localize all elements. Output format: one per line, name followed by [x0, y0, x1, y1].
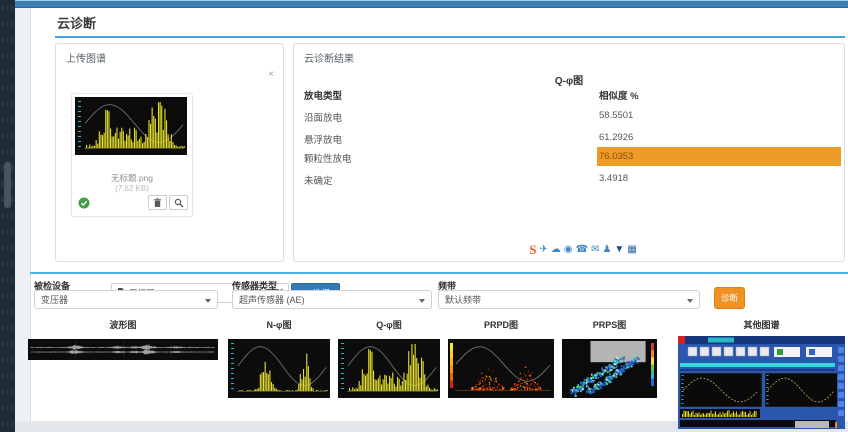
chevron-down-icon: [205, 299, 211, 303]
upload-panel: 上传图谱 × 无标题.png (7.62 KB) 无标题.png 移除 选: [55, 43, 340, 303]
footer-strip: [15, 421, 848, 432]
result-chart-title: Q-φ图: [554, 76, 584, 87]
nphi-thumbnail[interactable]: [228, 339, 330, 398]
other-thumb-label: 其他图谱: [743, 320, 780, 330]
share-service-icon[interactable]: S: [529, 242, 537, 257]
sensor-type-label: 传感器类型: [232, 281, 278, 291]
close-icon[interactable]: ×: [268, 69, 274, 80]
diagnose-button[interactable]: 诊断: [714, 287, 745, 309]
uploaded-spectrum-preview: [75, 97, 187, 155]
result-table-row: 悬浮放电 61.2926: [304, 132, 634, 146]
uploaded-file-card[interactable]: 无标题.png (7.62 KB): [71, 93, 193, 217]
diagnosis-result-panel: 云诊断结果 Q-φ图 放电类型 相似度 % 沿面放电 58.5501 悬浮放电 …: [293, 43, 845, 262]
sensor-type-select[interactable]: 超声传感器 (AE): [232, 290, 432, 309]
share-bar: S ✈ ☁ ◉ ☎ ✉ ♟ ▼ ▦: [529, 243, 637, 256]
qphi-thumbnail[interactable]: [338, 339, 440, 398]
waveform-thumb-label: 波形图: [109, 320, 137, 330]
zoom-file-button[interactable]: [169, 195, 188, 210]
upload-success-check-icon: [78, 197, 90, 209]
device-select[interactable]: 变压器: [34, 290, 218, 309]
uploaded-file-size: (7.62 KB): [115, 184, 149, 193]
sidebar-scrollbar-thumb[interactable]: [4, 162, 11, 208]
weibo-share-icon[interactable]: ☁: [550, 244, 561, 255]
result-panel-title: 云诊断结果: [304, 54, 354, 65]
prps-thumbnail[interactable]: [562, 339, 657, 398]
top-accent-bar: [0, 0, 848, 8]
qzone-share-icon[interactable]: ◉: [563, 244, 573, 255]
title-underline: [55, 36, 845, 38]
wechat-share-icon[interactable]: ✈: [539, 244, 548, 255]
result-table-header: 放电类型 相似度 %: [304, 91, 639, 102]
chevron-down-icon: [419, 299, 425, 303]
filter-share-icon[interactable]: ▼: [614, 244, 625, 255]
nphi-thumb-label: N-φ图: [266, 320, 292, 330]
other-spectra-thumbnail[interactable]: [678, 336, 845, 429]
chevron-down-icon: [687, 299, 693, 303]
qphi-thumb-label: Q-φ图: [376, 320, 402, 330]
people-share-icon[interactable]: ♟: [602, 244, 612, 255]
trash-icon: [153, 197, 162, 207]
uploaded-file-name: 无标题.png: [110, 173, 154, 183]
mail-share-icon[interactable]: ✉: [591, 244, 600, 255]
result-table-row: 未确定 3.4918: [304, 173, 629, 187]
stats-share-icon[interactable]: ▦: [627, 244, 637, 255]
device-label: 被检设备: [34, 281, 71, 291]
page-title: 云诊断: [57, 16, 97, 31]
band-select[interactable]: 默认频带: [438, 290, 700, 309]
section-divider: [30, 272, 848, 274]
prpd-thumb-label: PRPD图: [483, 320, 518, 330]
upload-panel-title: 上传图谱: [66, 54, 106, 65]
band-label: 频带: [438, 281, 457, 291]
collapsed-sidebar: [0, 0, 15, 432]
waveform-thumbnail[interactable]: [28, 339, 218, 360]
result-table-row: 沿面放电 58.5501: [304, 110, 634, 124]
magnifier-icon: [174, 198, 183, 207]
prpd-thumbnail[interactable]: [448, 339, 554, 398]
delete-file-button[interactable]: [148, 195, 167, 210]
result-table-row-highlighted: 颗粒性放电 76.0353: [294, 147, 844, 166]
qq-share-icon[interactable]: ☎: [575, 244, 589, 255]
prps-thumb-label: PRPS图: [592, 320, 627, 330]
